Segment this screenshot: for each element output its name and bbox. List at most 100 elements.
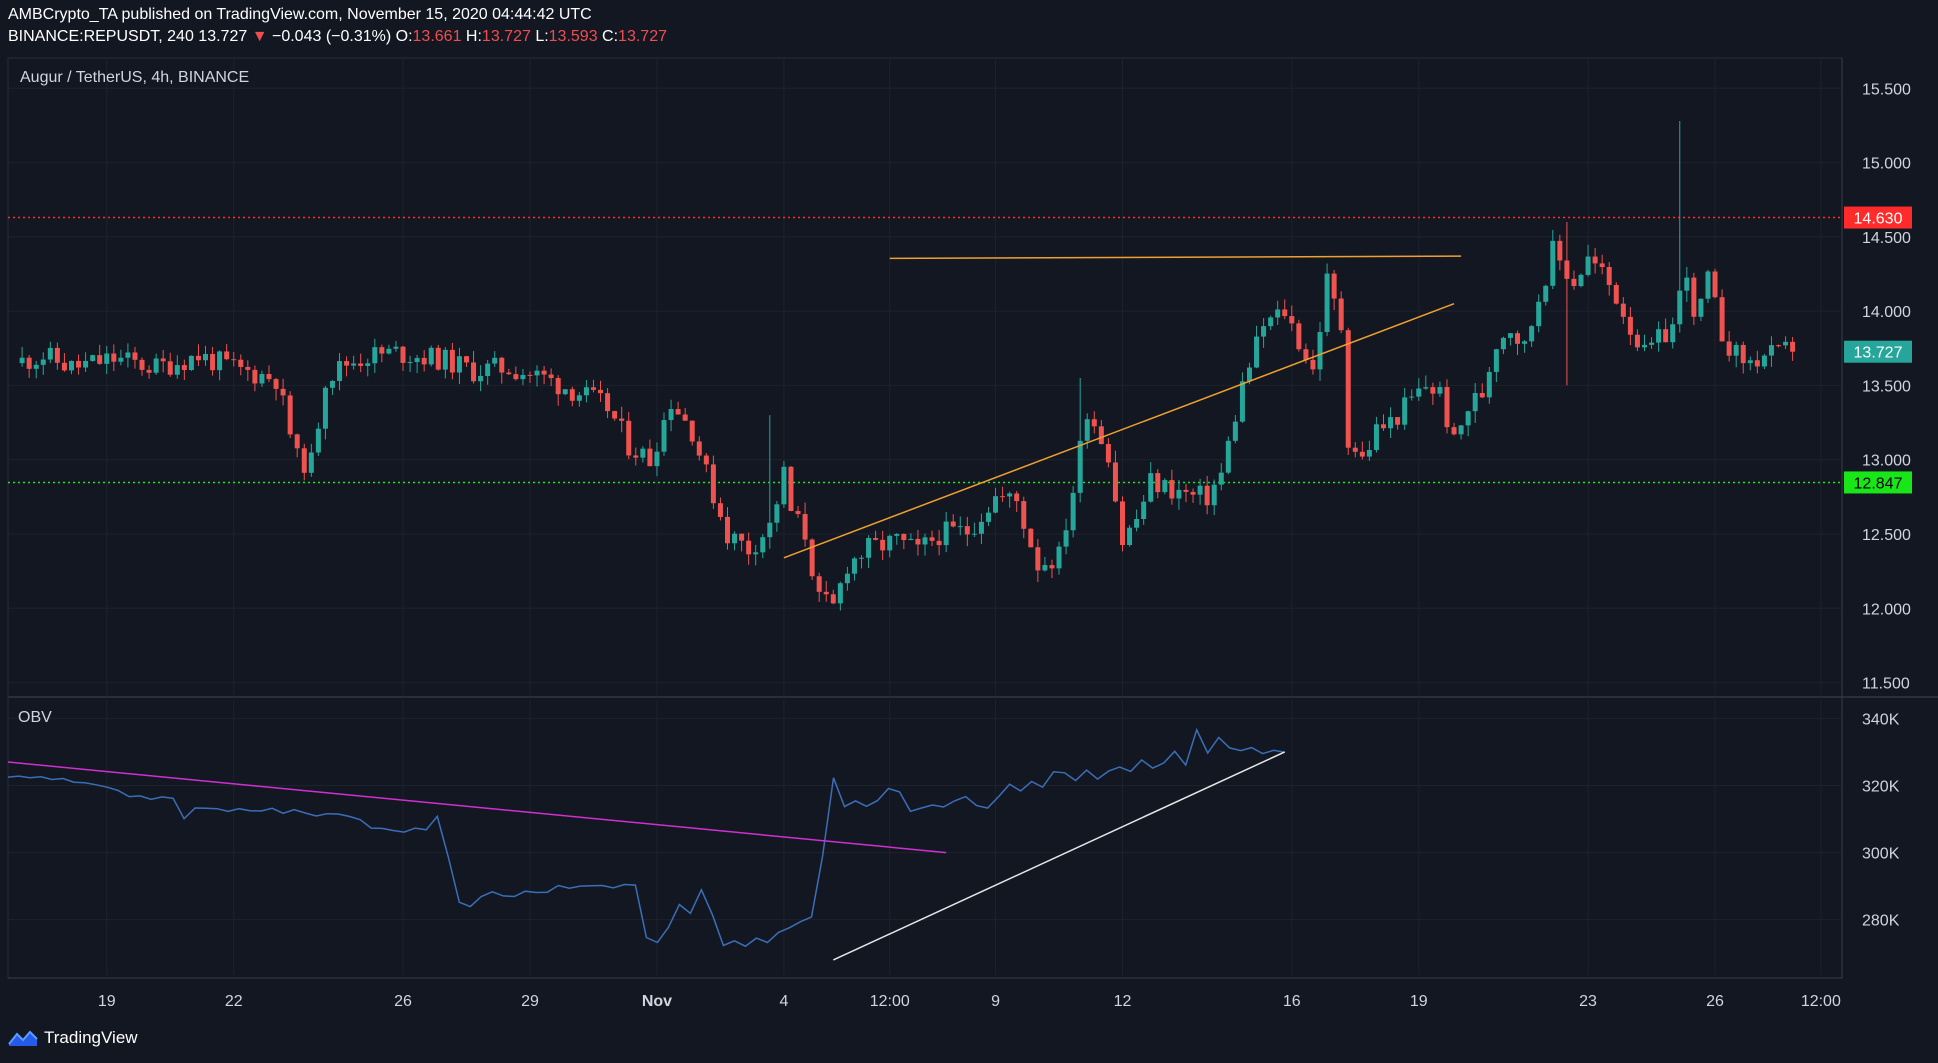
obv-tick-label: 340K xyxy=(1862,711,1900,728)
candle xyxy=(1155,469,1161,499)
candle xyxy=(273,377,279,401)
candle xyxy=(1331,269,1337,311)
candle xyxy=(337,352,343,391)
candle xyxy=(217,350,223,381)
candle xyxy=(548,368,554,387)
price-tick-label: 13.500 xyxy=(1862,378,1911,395)
candle-body xyxy=(795,510,801,515)
candle-body xyxy=(471,362,477,382)
candle xyxy=(97,344,103,365)
candle-body xyxy=(167,361,173,375)
footer-brand[interactable]: TradingView xyxy=(8,1028,138,1048)
candle xyxy=(118,349,124,366)
candle xyxy=(682,407,688,421)
candle-body xyxy=(358,363,364,366)
candle xyxy=(1585,244,1591,277)
candle xyxy=(1007,491,1013,508)
candle xyxy=(760,534,766,559)
candle xyxy=(435,344,441,371)
candle xyxy=(68,360,74,375)
candle-body xyxy=(1070,492,1076,531)
candle xyxy=(908,533,914,541)
candle-body xyxy=(548,374,554,379)
candle-body xyxy=(1183,489,1189,492)
candle xyxy=(195,344,201,366)
candle xyxy=(40,352,46,375)
candle-body xyxy=(1599,263,1605,268)
candle-body xyxy=(40,359,46,365)
candle xyxy=(1338,291,1344,334)
candle-body xyxy=(1112,462,1118,502)
candle-body xyxy=(1218,472,1224,485)
candle xyxy=(541,366,547,385)
candle-body xyxy=(47,347,53,360)
candle xyxy=(619,406,625,433)
obv-uptrend-line xyxy=(832,751,1286,961)
candle-body xyxy=(1162,480,1168,493)
candle xyxy=(1571,270,1577,290)
candle-body xyxy=(880,539,886,551)
candle xyxy=(703,453,709,473)
candle-body xyxy=(1275,309,1281,318)
candle-body xyxy=(90,355,96,361)
candle-body xyxy=(703,455,709,465)
candle xyxy=(661,412,667,456)
candle-body xyxy=(1000,496,1006,498)
obv-downtrend-line xyxy=(7,761,947,854)
candle xyxy=(1754,350,1760,374)
candle-body xyxy=(1352,447,1358,452)
last-price-label: 13.727 xyxy=(1854,345,1903,362)
candle-body xyxy=(1303,349,1309,360)
candle-body xyxy=(365,363,371,366)
candle xyxy=(1712,268,1718,299)
candle-body xyxy=(1105,444,1111,463)
candle xyxy=(1381,414,1386,431)
candle xyxy=(823,581,829,602)
candle-body xyxy=(54,347,60,363)
candle-body xyxy=(308,452,314,473)
candle xyxy=(1261,318,1267,348)
candle xyxy=(1768,336,1774,367)
candle xyxy=(1486,366,1492,404)
candle-body xyxy=(506,372,512,375)
candle-body xyxy=(1747,360,1753,364)
candle-body xyxy=(809,539,815,577)
candle-body xyxy=(746,540,752,555)
candle xyxy=(1507,332,1513,346)
candle xyxy=(1021,496,1027,539)
obv-title: OBV xyxy=(18,709,52,726)
candle-body xyxy=(1056,546,1062,569)
candle-body xyxy=(1091,419,1097,427)
candle-body xyxy=(1035,547,1041,571)
candle-body xyxy=(739,533,745,541)
time-tick-label: Nov xyxy=(642,993,672,1010)
candle xyxy=(1070,486,1076,538)
obv-line xyxy=(7,727,1285,948)
candle-body xyxy=(1493,349,1499,372)
candle-body xyxy=(626,420,632,456)
candle-body xyxy=(661,420,667,452)
candle xyxy=(809,538,815,580)
candle xyxy=(985,506,991,526)
candle-body xyxy=(1310,359,1316,370)
trendlines xyxy=(783,255,1462,559)
candle-body xyxy=(485,363,491,377)
price-tick-label: 12.500 xyxy=(1862,527,1911,544)
triangle-bottom-line xyxy=(783,303,1455,559)
candle-body xyxy=(1536,301,1542,327)
price-tick-label: 12.000 xyxy=(1862,601,1911,618)
candle-body xyxy=(1451,427,1457,435)
candle-body xyxy=(1719,297,1725,342)
candle-body xyxy=(1592,256,1598,264)
price-tick-label: 14.000 xyxy=(1862,304,1911,321)
candle-body xyxy=(203,353,209,361)
candle-body xyxy=(153,358,159,373)
candle xyxy=(1430,382,1436,405)
candle xyxy=(1317,322,1323,382)
candle xyxy=(1409,389,1415,401)
candle xyxy=(1063,518,1069,555)
obv-pane xyxy=(7,727,1286,961)
candle xyxy=(1472,383,1478,423)
candle-body xyxy=(1649,342,1655,345)
